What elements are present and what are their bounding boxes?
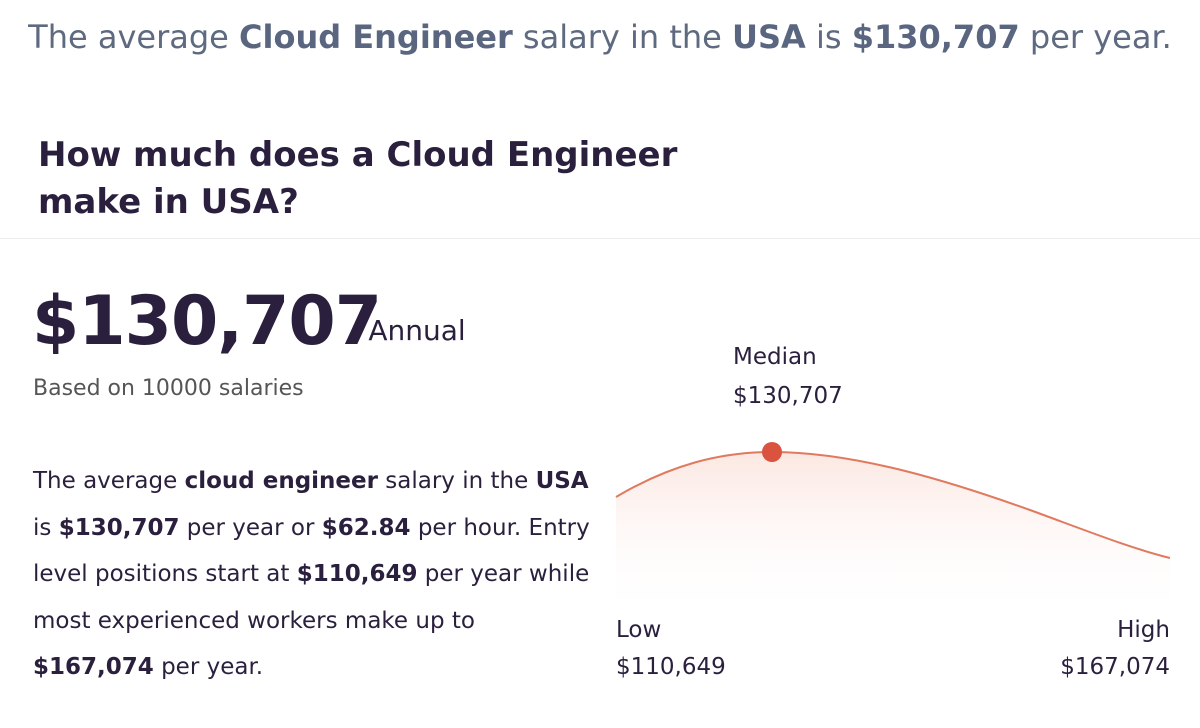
- section-title-line-1: How much does a Cloud Engineer: [38, 135, 678, 175]
- divider: [0, 238, 1200, 239]
- salary-description: The average cloud engineer salary in the…: [33, 468, 590, 680]
- median-value: $130,707: [733, 383, 843, 409]
- curve-line: [615, 450, 1171, 559]
- page-caption: The average Cloud Engineer salary in the…: [28, 18, 1172, 56]
- median-label: Median: [733, 344, 817, 370]
- high-value: $167,074: [1060, 654, 1170, 680]
- curve-area: [616, 452, 1170, 620]
- salary-sample-size: Based on 10000 salaries: [33, 376, 304, 401]
- low-label: Low: [616, 617, 662, 643]
- caption-country: USA: [732, 18, 806, 56]
- caption-amount: $130,707: [851, 18, 1020, 56]
- high-label: High: [1117, 617, 1170, 643]
- salary-period: / Annual: [350, 314, 466, 347]
- salary-curve-svg: [615, 442, 1171, 620]
- salary-distribution-chart: Median $130,707 Low $110,649 High $167,0…: [610, 340, 1190, 690]
- salary-amount: $130,707: [32, 282, 382, 361]
- section-title-line-2: make in USA?: [38, 182, 299, 222]
- low-value: $110,649: [616, 654, 726, 680]
- caption-role: Cloud Engineer: [239, 18, 513, 56]
- median-marker: [762, 442, 782, 462]
- section-title: How much does a Cloud Engineer make in U…: [38, 132, 678, 226]
